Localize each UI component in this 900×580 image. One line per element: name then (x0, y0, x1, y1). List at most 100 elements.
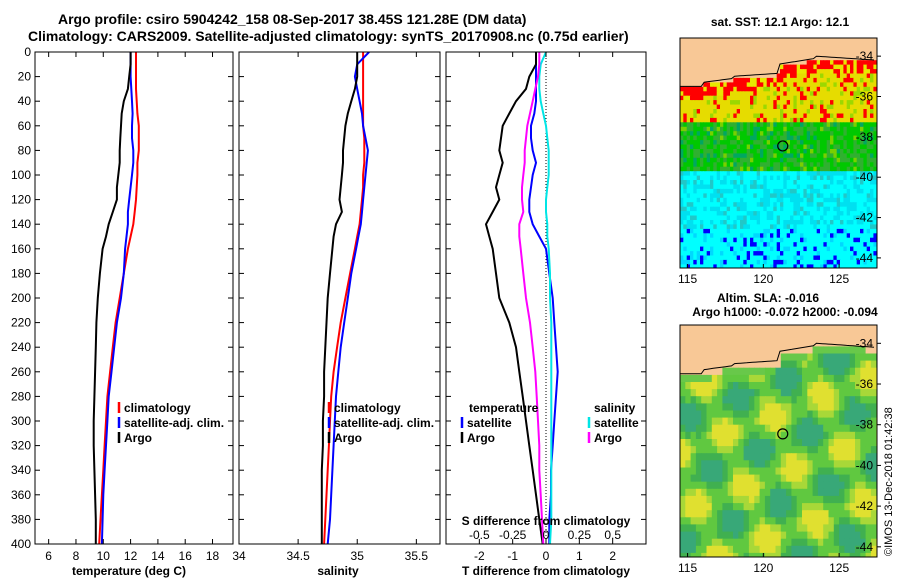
map-cell (746, 42, 751, 48)
map-cell (690, 51, 694, 57)
map-cell (853, 153, 858, 159)
map-cell (770, 193, 774, 199)
map-cell (722, 453, 729, 461)
map-cell (803, 73, 808, 79)
map-cell (830, 135, 834, 141)
map-cell (870, 453, 877, 461)
map-cell (803, 77, 808, 83)
map-cell (843, 220, 848, 225)
map-cell (720, 91, 724, 97)
map-cell (833, 460, 840, 468)
map-cell (759, 467, 766, 476)
map-cell (733, 417, 739, 426)
map-cell (710, 175, 714, 181)
map-cell (853, 126, 858, 132)
map-cell (823, 64, 828, 70)
map-cell (806, 184, 811, 190)
map-cell (855, 325, 861, 333)
map-cell (720, 175, 724, 181)
map-cell (766, 215, 771, 221)
map-cell (693, 220, 698, 225)
map-cell (812, 431, 819, 440)
map-cell (863, 117, 868, 123)
map-cell (844, 424, 851, 433)
map-cell (760, 113, 764, 119)
map-cell (860, 153, 864, 159)
map-cell (733, 144, 738, 150)
map-cell (820, 104, 824, 110)
map-cell (770, 113, 774, 119)
map-cell (695, 424, 702, 433)
map-cell (843, 73, 848, 79)
map-cell (812, 474, 819, 483)
map-cell (860, 162, 864, 168)
map-cell (817, 389, 824, 397)
map-cell (791, 495, 798, 504)
map-cell (773, 42, 778, 48)
map-cell (706, 246, 711, 252)
map-cell (846, 171, 851, 177)
map-cell (813, 77, 818, 83)
map-cell (759, 339, 766, 347)
map-cell (716, 242, 721, 248)
map-cell (748, 332, 755, 340)
map-cell (770, 95, 774, 101)
map-cell (683, 246, 688, 252)
map-cell (836, 100, 841, 106)
x-tick-label: 16 (179, 549, 193, 563)
map-cell (760, 184, 764, 190)
map-cell (753, 157, 758, 163)
map-cell (816, 157, 821, 163)
map-cell (796, 202, 801, 208)
map-cell (683, 228, 688, 234)
map-cell (713, 55, 718, 61)
map-cell (740, 64, 744, 70)
map-cell (833, 220, 838, 225)
map-cell (870, 552, 877, 557)
map-cell (770, 60, 774, 66)
map-cell (843, 51, 848, 57)
map-cell (865, 531, 872, 540)
map-cell (733, 149, 738, 154)
map-cell (736, 220, 741, 225)
map-cell (826, 51, 831, 57)
map-cell (844, 332, 851, 340)
map-cell (716, 224, 721, 230)
map-cell (733, 46, 738, 52)
map-cell (706, 332, 713, 340)
map-cell (813, 91, 818, 97)
map-cell (783, 251, 788, 257)
map-cell (870, 495, 877, 504)
map-cell (780, 166, 784, 172)
map-cell (826, 157, 831, 163)
map-cell (790, 246, 794, 252)
map-cell (802, 332, 808, 340)
map-cell (780, 259, 784, 265)
map-cell (816, 242, 821, 248)
map-cell (793, 100, 798, 106)
map-cell (786, 77, 791, 83)
map-cell (711, 410, 718, 419)
map-cell (870, 117, 874, 123)
map-cell (790, 104, 794, 110)
map-cell (717, 417, 723, 426)
map-cell (836, 140, 841, 146)
map-cell (840, 184, 844, 190)
map-cell (800, 91, 804, 97)
map-cell (873, 259, 877, 265)
map-cell (770, 166, 774, 172)
map-cell (849, 382, 856, 390)
map-cell (763, 237, 768, 243)
map-cell (726, 69, 731, 75)
map-cell (716, 197, 721, 203)
map-cell (716, 131, 721, 137)
map-cell (683, 86, 688, 92)
map-cell (690, 481, 697, 490)
map-cell (683, 193, 688, 199)
map-cell (816, 264, 821, 268)
map-cell (716, 82, 721, 88)
map-cell (790, 73, 794, 79)
map-cell (720, 131, 724, 137)
map-cell (823, 51, 828, 57)
map-cell (803, 55, 808, 61)
